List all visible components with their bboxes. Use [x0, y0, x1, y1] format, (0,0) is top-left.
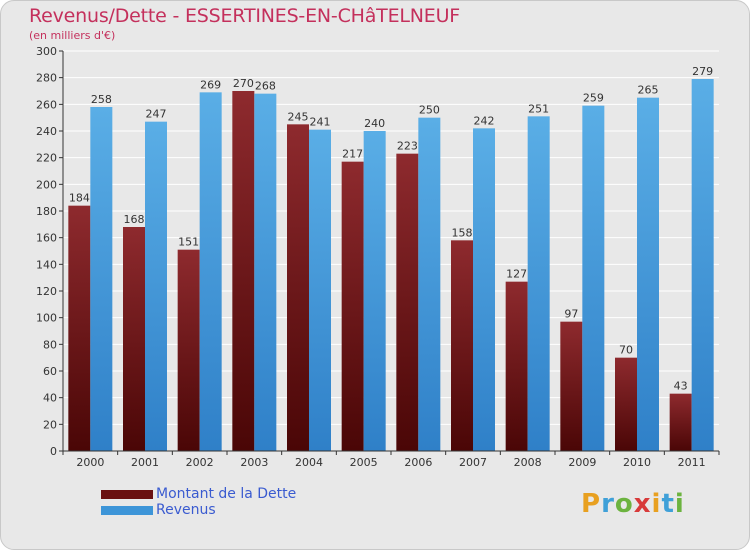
bar-dette: [177, 249, 200, 451]
logo-letter: P: [581, 489, 602, 519]
bar-revenus: [145, 121, 167, 452]
axes: [62, 51, 719, 452]
data-label: 97: [564, 308, 578, 321]
x-tick-label: 2000: [76, 456, 104, 469]
data-label: 269: [200, 78, 221, 91]
x-axis-ticks: 2000 2001 2002 2003 2004 2005 2006 2007 2008 2009…: [62, 451, 720, 469]
data-label: 127: [506, 268, 527, 281]
x-tick-label: 2002: [186, 456, 214, 469]
y-tick-label: 200: [36, 178, 57, 191]
bar-dette: [396, 153, 419, 451]
bars: [68, 79, 714, 452]
logo-letter: i: [651, 489, 662, 519]
data-label: 268: [255, 80, 276, 93]
bar-dette: [560, 321, 583, 451]
bar-revenus: [90, 107, 113, 451]
y-tick-label: 80: [43, 338, 57, 351]
x-tick-label: 2011: [678, 456, 706, 469]
data-label: 240: [364, 117, 385, 130]
y-tick-label: 160: [36, 232, 57, 245]
logo-letter: o: [614, 489, 634, 519]
legend-label-dette: Montant de la Dette: [156, 486, 297, 502]
bar-dette: [68, 205, 91, 451]
data-label: 259: [583, 92, 604, 105]
chart-subtitle: (en milliers d'€): [29, 29, 116, 42]
x-tick-label: 2006: [404, 456, 432, 469]
legend-swatch-revenus: [101, 506, 153, 515]
data-label: 270: [233, 77, 254, 90]
data-label: 158: [452, 226, 473, 239]
data-label: 258: [91, 93, 112, 106]
bar-revenus: [527, 116, 550, 451]
x-tick-label: 2003: [240, 456, 268, 469]
data-label: 168: [124, 213, 145, 226]
y-tick-label: 260: [36, 98, 57, 111]
data-label: 247: [146, 108, 167, 121]
bar-revenus: [363, 131, 386, 451]
y-tick-label: 300: [36, 45, 57, 58]
y-tick-label: 0: [50, 445, 57, 458]
bar-dette: [669, 393, 692, 451]
bar-revenus: [473, 128, 495, 451]
y-tick-label: 180: [36, 205, 57, 218]
legend-swatch-dette: [101, 490, 153, 499]
logo-letter: r: [601, 489, 615, 519]
x-tick-label: 2008: [514, 456, 542, 469]
y-axis-ticks: 0 20 40 60 80 100 120 140 160 180 200 220 240 260 280 3…: [36, 45, 63, 458]
data-label: 242: [474, 114, 495, 127]
data-label: 70: [619, 344, 633, 357]
data-label: 223: [397, 140, 418, 153]
logo-letter: t: [661, 489, 675, 519]
bar-revenus: [199, 92, 222, 451]
bar-revenus: [691, 79, 714, 451]
data-label: 250: [419, 104, 440, 117]
bar-revenus: [254, 93, 277, 452]
x-tick-label: 2005: [350, 456, 378, 469]
bar-dette: [232, 91, 255, 451]
data-label: 151: [178, 236, 199, 249]
y-tick-label: 280: [36, 72, 57, 85]
y-tick-label: 40: [43, 392, 57, 405]
bar-revenus: [582, 105, 605, 452]
bar-dette: [123, 227, 145, 451]
value-labels: 184 258 168 247 151 269 270 268 245 241 217 240 223 2…: [69, 65, 713, 393]
legend-label-revenus: Revenus: [156, 502, 216, 518]
x-tick-label: 2007: [459, 456, 487, 469]
y-tick-label: 100: [36, 312, 57, 325]
data-label: 251: [528, 102, 549, 115]
bar-revenus: [637, 97, 659, 452]
bar-dette: [341, 161, 364, 451]
bar-dette: [287, 124, 309, 451]
data-label: 217: [342, 148, 363, 161]
bar-dette: [505, 281, 528, 451]
chart-title: Revenus/Dette - ESSERTINES-EN-CHâTELNEUF: [29, 5, 461, 27]
grid-lines: [63, 50, 719, 452]
x-tick-label: 2001: [131, 456, 159, 469]
y-tick-label: 140: [36, 258, 57, 271]
y-tick-label: 120: [36, 285, 57, 298]
y-tick-label: 20: [43, 418, 57, 431]
data-label: 184: [69, 192, 90, 205]
logo-letter: x: [633, 489, 652, 519]
y-tick-label: 220: [36, 152, 57, 165]
x-tick-label: 2009: [568, 456, 596, 469]
data-label: 43: [674, 380, 688, 393]
x-tick-label: 2010: [623, 456, 651, 469]
data-label: 245: [288, 110, 309, 123]
x-tick-label: 2004: [295, 456, 323, 469]
bar-revenus: [309, 129, 331, 451]
data-label: 265: [638, 84, 659, 97]
bar-revenus: [418, 117, 441, 452]
bar-dette: [451, 240, 473, 451]
y-tick-label: 240: [36, 125, 57, 138]
data-label: 241: [310, 116, 331, 129]
bar-dette: [615, 357, 637, 451]
logo-letter: i: [674, 489, 685, 519]
data-label: 279: [692, 65, 713, 78]
proxiti-logo: Proxiti: [581, 489, 685, 519]
y-tick-label: 60: [43, 365, 57, 378]
